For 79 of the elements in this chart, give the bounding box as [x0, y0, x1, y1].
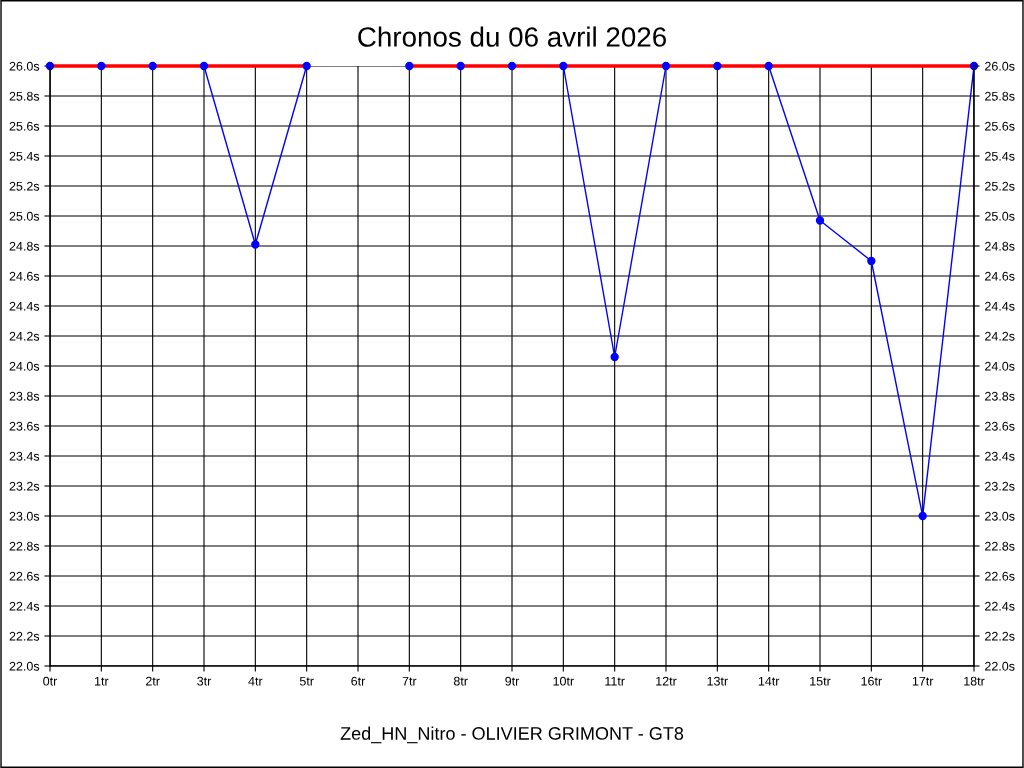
y2-tick-label: 22.4s — [985, 601, 1015, 611]
point — [610, 352, 619, 362]
point — [815, 216, 825, 225]
x-tick-label: 16tr — [861, 676, 882, 686]
x-tick-label: 0tr — [43, 676, 58, 686]
x-tick-label: 13tr — [707, 676, 728, 686]
y2-tick-label: 24.2s — [985, 331, 1015, 341]
y2-tick-label: 23.2s — [985, 481, 1015, 491]
y2-tick-label: 22.8s — [985, 541, 1015, 551]
y-tick-label: 22.4s — [9, 601, 40, 611]
y-tick-label: 22.0s — [9, 661, 40, 671]
point — [456, 61, 465, 71]
y2-tick-label: 24.0s — [985, 361, 1015, 371]
x-tick-label: 8tr — [453, 676, 468, 686]
y-tick-label: 22.2s — [9, 631, 40, 641]
point — [507, 61, 517, 71]
x-tick-label: 14tr — [758, 676, 780, 686]
y-tick-label: 24.4s — [9, 301, 40, 311]
y2-tick-label: 23.4s — [985, 451, 1015, 461]
y-tick-label: 24.2s — [9, 331, 40, 341]
point — [302, 61, 311, 71]
y-tick-label: 24.0s — [9, 361, 40, 371]
y2-tick-label: 24.4s — [985, 301, 1015, 311]
y-tick-label: 25.0s — [9, 211, 40, 221]
x-tick-label: 3tr — [197, 676, 212, 686]
y-tick-label: 23.6s — [9, 421, 40, 431]
x-tick-label: 5tr — [299, 676, 314, 686]
y2-tick-label: 23.8s — [985, 391, 1015, 401]
y-tick-label: 24.8s — [9, 241, 40, 251]
y2-tick-label: 23.6s — [985, 421, 1015, 431]
y2-tick-label: 25.8s — [985, 91, 1015, 101]
point — [764, 61, 773, 71]
y-tick-label: 23.0s — [9, 511, 40, 521]
y-tick-label: 25.2s — [9, 181, 40, 191]
y-tick-label: 23.8s — [9, 391, 40, 401]
y2-tick-label: 26.0s — [985, 61, 1015, 71]
x-tick-label: 15tr — [810, 676, 831, 686]
x-tick-label: 6tr — [351, 676, 366, 686]
point — [661, 61, 671, 71]
point — [251, 240, 260, 249]
point — [405, 61, 414, 71]
y2-tick-label: 24.6s — [985, 271, 1015, 281]
x-tick-label: 1tr — [94, 676, 109, 686]
y-tick-label: 24.6s — [9, 271, 40, 281]
y-tick-label: 22.6s — [9, 571, 40, 581]
point — [559, 61, 568, 71]
y-tick-label: 25.4s — [9, 151, 40, 161]
x-tick-label: 10tr — [553, 676, 574, 686]
x-tick-label: 7tr — [402, 676, 417, 686]
x-tick-label: 18tr — [964, 676, 985, 686]
y-tick-label: 23.4s — [9, 451, 40, 461]
point — [918, 511, 927, 521]
y-tick-label: 25.8s — [9, 91, 40, 101]
y2-tick-label: 22.2s — [985, 631, 1015, 641]
y2-tick-label: 23.0s — [985, 511, 1015, 521]
point — [148, 61, 157, 71]
y2-tick-label: 22.6s — [985, 571, 1015, 581]
point — [97, 61, 106, 71]
point — [199, 61, 209, 71]
y-tick-label: 23.2s — [9, 481, 40, 491]
y2-tick-label: 22.0s — [985, 661, 1015, 671]
y-tick-label: 25.6s — [9, 121, 40, 131]
y2-tick-label: 24.8s — [985, 241, 1015, 251]
x-tick-label: 4tr — [248, 676, 263, 686]
y2-tick-label: 25.4s — [985, 151, 1015, 161]
y2-tick-label: 25.6s — [985, 121, 1015, 131]
y-tick-label: 22.8s — [9, 541, 40, 551]
x-tick-label: 17tr — [912, 676, 934, 686]
x-tick-label: 12tr — [656, 676, 677, 686]
x-tick-label: 2tr — [146, 676, 160, 686]
y-tick-label: 26.0s — [9, 61, 40, 71]
point — [713, 61, 722, 71]
y2-tick-label: 25.2s — [985, 181, 1015, 191]
x-tick-label: 11tr — [605, 676, 625, 686]
chart-title: Chronos du 06 avril 2026 — [358, 26, 666, 47]
x-tick-label: 9tr — [505, 676, 520, 686]
point — [867, 256, 876, 266]
x-axis-title: Zed_HN_Nitro - OLIVIER GRIMONT - GT8 — [340, 726, 684, 744]
y2-tick-label: 25.0s — [985, 211, 1015, 221]
